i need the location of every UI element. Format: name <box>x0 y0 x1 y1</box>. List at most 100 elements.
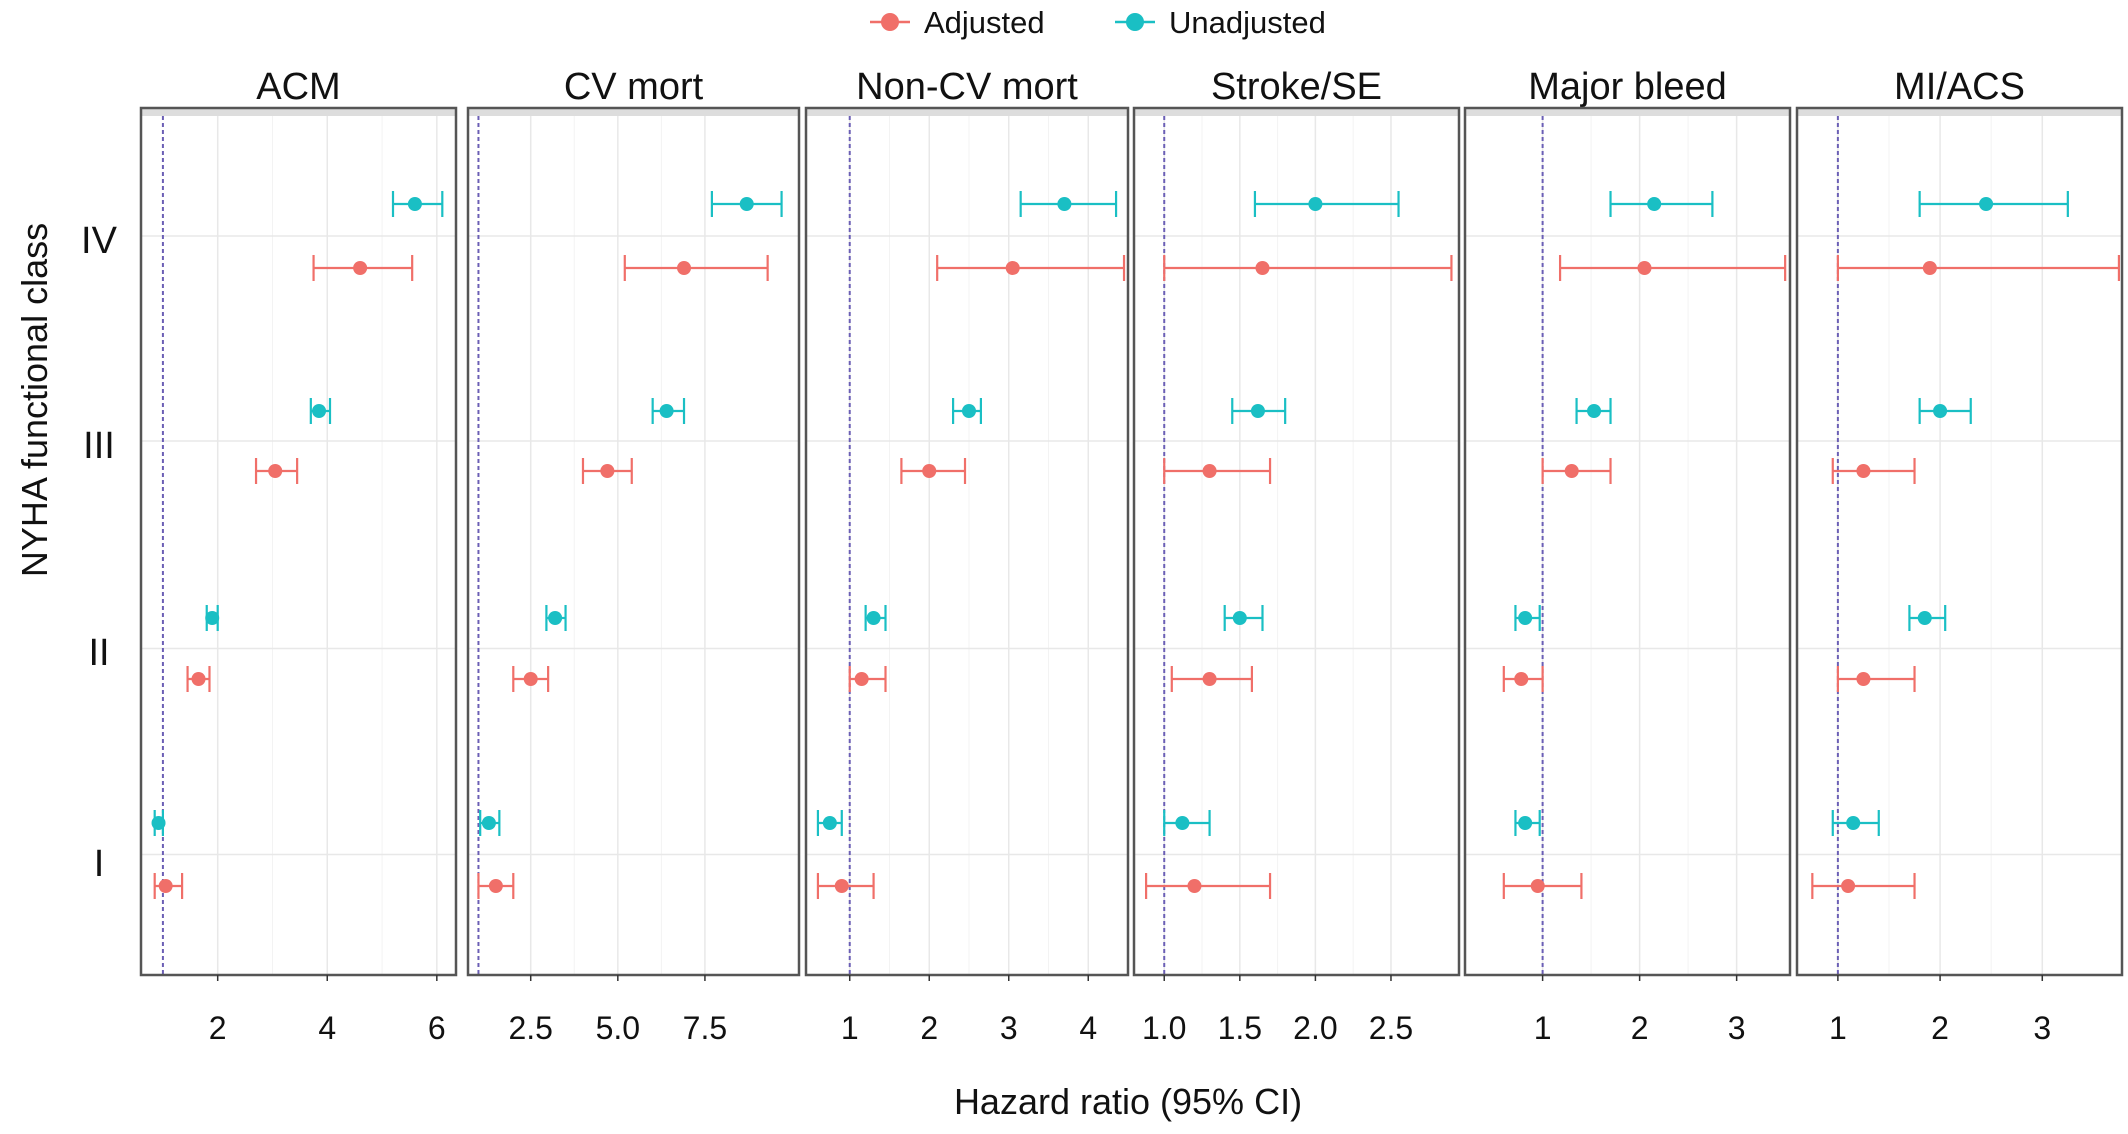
x-tick-label: 6 <box>428 1010 446 1046</box>
errorbar-adjusted-II <box>512 666 550 692</box>
panel-background <box>1797 116 2122 975</box>
point-estimate <box>523 672 538 686</box>
y-category-label: III <box>83 425 115 467</box>
facet-title: Stroke/SE <box>1211 66 1382 108</box>
point-estimate <box>1856 672 1871 686</box>
errorbar-adjusted-IV <box>1836 255 2121 281</box>
legend-item-unadjusted: Unadjusted <box>1115 5 1326 40</box>
panel-4: Stroke/SE 1.0 1.5 2.0 2.5 <box>1132 66 1461 1046</box>
point-estimate <box>961 404 976 418</box>
point-estimate <box>1232 611 1247 625</box>
errorbar-unadjusted-II <box>1908 605 1947 631</box>
point-estimate <box>659 404 674 418</box>
panel-background <box>806 116 1128 975</box>
y-category-label: IV <box>81 220 118 262</box>
panel-border <box>466 106 801 977</box>
facet-title: Major bleed <box>1528 66 1727 108</box>
errorbar-adjusted-II <box>186 666 211 692</box>
point-estimate <box>834 879 849 893</box>
point-estimate <box>1587 404 1602 418</box>
point-estimate <box>1255 261 1270 275</box>
x-tick-label: 3 <box>2033 1010 2051 1046</box>
x-tick-label: 3 <box>1728 1010 1746 1046</box>
errorbar-adjusted-III <box>581 458 633 484</box>
errorbar-unadjusted-III <box>309 398 332 424</box>
errorbar-unadjusted-II <box>205 605 220 631</box>
x-tick-label: 3 <box>1000 1010 1018 1046</box>
errorbar-unadjusted-IV <box>710 191 783 217</box>
point-estimate <box>1922 261 1937 275</box>
errorbar-unadjusted-III <box>1575 398 1612 424</box>
facet-strip <box>141 108 456 116</box>
point-estimate <box>1917 611 1932 625</box>
errorbar-unadjusted-I <box>479 810 501 836</box>
errorbar-unadjusted-I <box>1163 810 1211 836</box>
facet-title: MI/ACS <box>1894 66 2025 108</box>
point-estimate <box>1647 197 1662 211</box>
panel-background <box>141 116 456 975</box>
point-estimate <box>1979 197 1994 211</box>
panel-2: CV mort 2.5 5.0 7.5 <box>466 66 801 1046</box>
errorbar-adjusted-IV <box>1558 255 1787 281</box>
facet-strip <box>1465 108 1790 116</box>
point-estimate <box>1308 197 1323 211</box>
facet-title: CV mort <box>564 66 704 108</box>
point-estimate <box>312 404 327 418</box>
errorbar-adjusted-II <box>1836 666 1916 692</box>
point-estimate <box>488 879 503 893</box>
facet-strip <box>1134 108 1459 116</box>
errorbar-adjusted-III <box>1163 458 1272 484</box>
x-tick-label: 5.0 <box>596 1010 640 1046</box>
x-tick-label: 2.5 <box>508 1010 552 1046</box>
point-estimate <box>822 816 837 830</box>
point-estimate <box>1057 197 1072 211</box>
panel-border <box>804 106 1130 977</box>
x-tick-label: 2 <box>920 1010 938 1046</box>
point-estimate <box>1637 261 1652 275</box>
panel-3: Non-CV mort 1 2 3 4 <box>804 66 1130 1046</box>
x-tick-label: 1.0 <box>1142 1010 1186 1046</box>
point-estimate <box>922 464 937 478</box>
panel-6: MI/ACS 1 2 3 <box>1795 66 2124 1046</box>
point-estimate <box>1841 879 1856 893</box>
point-estimate <box>407 197 422 211</box>
errorbar-unadjusted-I <box>1831 810 1880 836</box>
point-estimate <box>1202 672 1217 686</box>
errorbar-adjusted-IV <box>623 255 769 281</box>
errorbar-unadjusted-III <box>651 398 686 424</box>
errorbar-unadjusted-IV <box>1918 191 2069 217</box>
point-estimate <box>151 816 166 830</box>
point-estimate <box>191 672 206 686</box>
errorbar-adjusted-IV <box>936 255 1126 281</box>
errorbar-adjusted-I <box>477 873 515 899</box>
errorbar-unadjusted-III <box>951 398 983 424</box>
errorbar-adjusted-II <box>1170 666 1254 692</box>
panel-border <box>1795 106 2124 977</box>
point-estimate <box>1518 611 1533 625</box>
x-tick-label: 2.0 <box>1293 1010 1337 1046</box>
point-estimate <box>1250 404 1265 418</box>
errorbar-unadjusted-I <box>1514 810 1541 836</box>
errorbar-adjusted-II <box>1502 666 1544 692</box>
point-estimate <box>1933 404 1948 418</box>
panel-border <box>139 106 458 977</box>
facet-title: Non-CV mort <box>856 66 1078 108</box>
x-tick-label: 1.5 <box>1218 1010 1262 1046</box>
point-estimate <box>548 611 563 625</box>
point-estimate <box>1856 464 1871 478</box>
x-tick-label: 1 <box>841 1010 859 1046</box>
panel-background <box>1465 116 1790 975</box>
point-estimate <box>481 816 496 830</box>
x-tick-label: 2 <box>1931 1010 1949 1046</box>
errorbar-adjusted-I <box>1811 873 1916 899</box>
x-tick-label: 4 <box>1079 1010 1097 1046</box>
point-estimate <box>600 464 615 478</box>
errorbar-adjusted-III <box>254 458 299 484</box>
errorbar-adjusted-II <box>848 666 887 692</box>
errorbar-unadjusted-II <box>1514 605 1541 631</box>
errorbar-unadjusted-IV <box>391 191 444 217</box>
point-estimate <box>205 611 220 625</box>
facet-strip <box>468 108 799 116</box>
legend-item-adjusted: Adjusted <box>870 5 1045 40</box>
